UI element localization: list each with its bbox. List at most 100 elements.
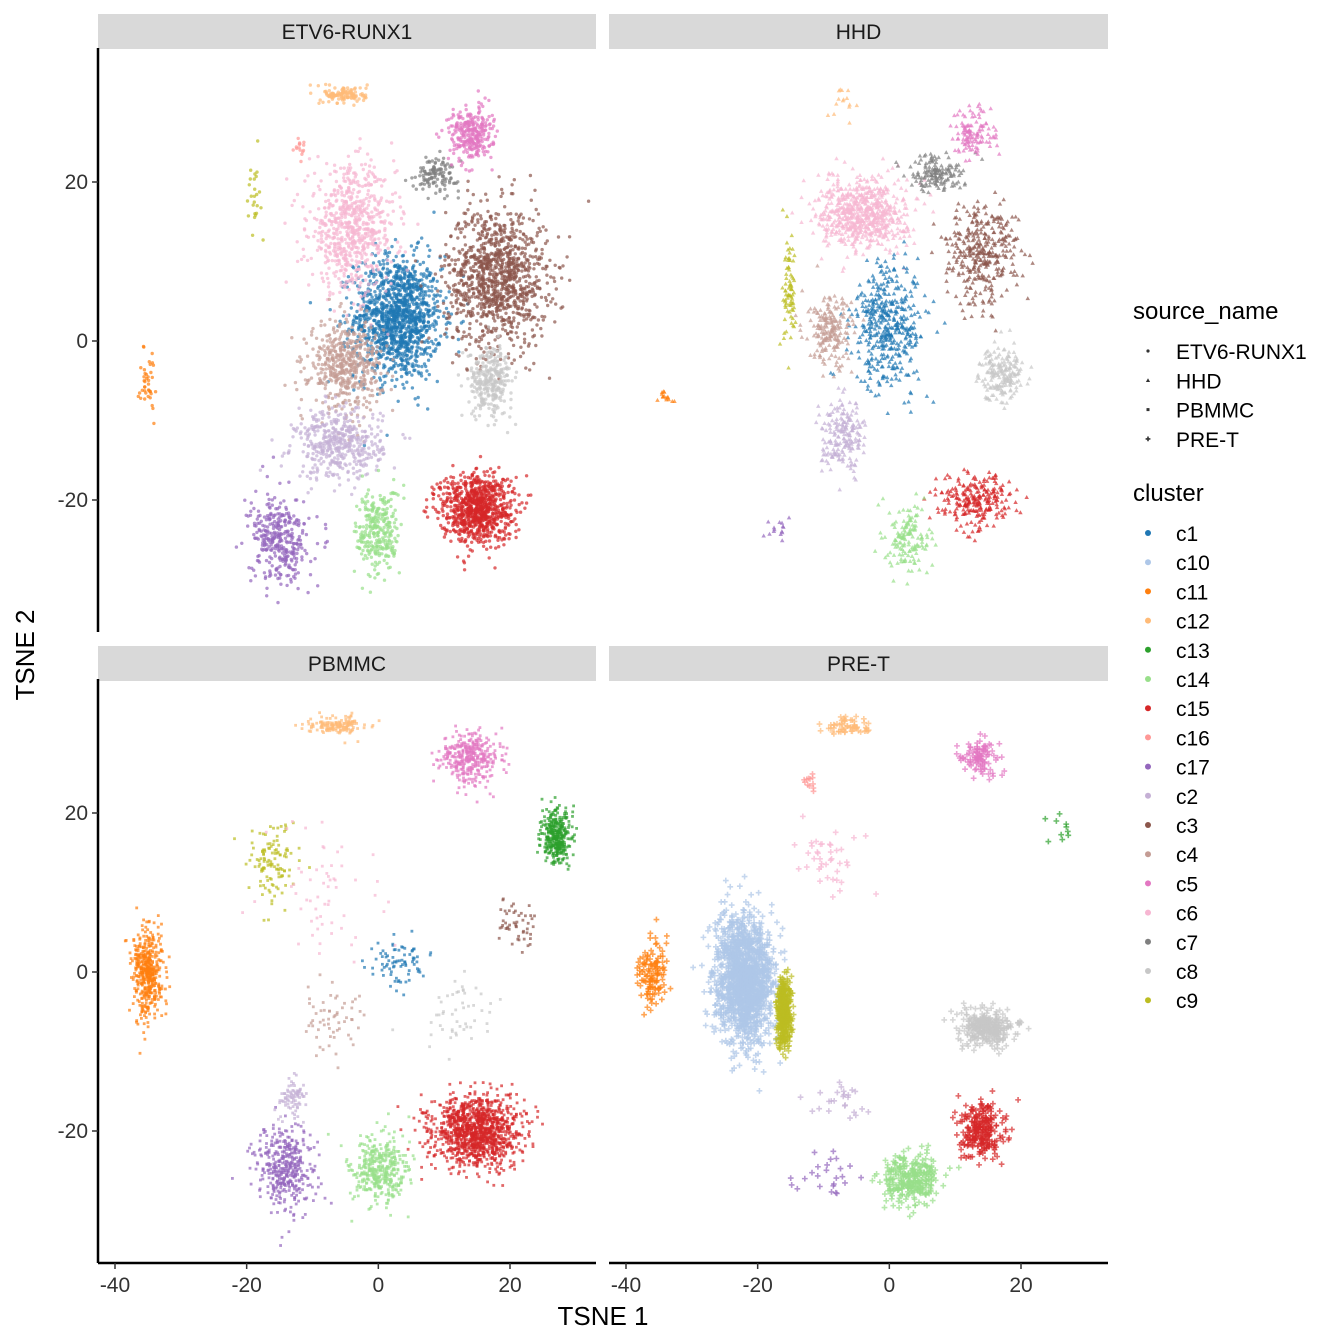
point: [517, 222, 522, 226]
point: [421, 274, 426, 278]
point: [324, 375, 328, 379]
point: [349, 339, 354, 343]
point: [339, 219, 343, 223]
point: [418, 262, 422, 267]
point: [470, 412, 474, 416]
point: [561, 264, 565, 268]
point: [365, 294, 369, 298]
point: [333, 246, 337, 250]
point: [332, 443, 337, 447]
point: [344, 317, 348, 321]
point: [535, 234, 539, 238]
point: [389, 387, 393, 392]
point: [445, 335, 449, 339]
point: [490, 113, 494, 118]
point: [397, 334, 401, 339]
point: [342, 97, 346, 102]
point: [340, 264, 344, 269]
point: [364, 252, 368, 257]
point: [540, 334, 544, 338]
point: [412, 276, 416, 280]
point: [369, 381, 374, 386]
point: [421, 187, 425, 191]
point: [345, 86, 350, 90]
point: [407, 305, 411, 309]
point: [483, 128, 488, 132]
point: [522, 254, 527, 259]
point: [375, 399, 379, 404]
point: [491, 326, 496, 331]
point: [416, 403, 420, 407]
point: [348, 418, 352, 423]
point: [459, 310, 463, 314]
point: [524, 308, 528, 312]
point: [440, 174, 445, 179]
point: [305, 354, 310, 358]
point: [394, 342, 398, 346]
point: [522, 318, 526, 322]
point: [419, 315, 423, 319]
point: [404, 314, 408, 318]
point: [515, 295, 520, 300]
point: [347, 398, 351, 403]
point: [346, 449, 350, 454]
point: [405, 292, 409, 297]
point: [349, 254, 353, 258]
point: [414, 325, 418, 330]
point: [531, 335, 535, 339]
point: [369, 183, 373, 187]
point: [520, 306, 524, 310]
point: [408, 339, 412, 344]
point: [283, 383, 287, 387]
point: [471, 292, 476, 296]
point: [453, 181, 457, 185]
point: [360, 210, 364, 215]
point: [318, 381, 322, 385]
point: [537, 257, 542, 261]
point: [365, 472, 370, 476]
point: [517, 312, 522, 316]
point: [352, 388, 356, 392]
point: [349, 355, 354, 359]
point: [334, 337, 338, 341]
point: [328, 290, 332, 294]
point: [310, 424, 314, 428]
point: [327, 366, 332, 371]
point: [313, 366, 318, 370]
point: [439, 497, 443, 501]
point: [361, 167, 365, 172]
point: [404, 340, 408, 344]
point: [410, 176, 414, 180]
point: [280, 454, 285, 458]
point: [379, 349, 383, 353]
point: [501, 252, 506, 256]
point: [414, 319, 418, 323]
point: [342, 420, 347, 424]
point: [320, 276, 325, 280]
point: [326, 363, 331, 367]
point: [402, 386, 406, 390]
point: [547, 376, 552, 380]
point: [486, 330, 490, 334]
point: [490, 126, 494, 131]
point: [536, 318, 541, 322]
point: [354, 362, 359, 367]
point: [436, 315, 441, 319]
point: [424, 290, 428, 294]
point: [393, 191, 398, 195]
cluster-c15-points: [422, 454, 533, 572]
point: [497, 243, 501, 247]
point: [543, 267, 548, 271]
point: [326, 245, 331, 250]
point: [489, 217, 494, 222]
point: [438, 294, 442, 298]
point: [319, 237, 323, 241]
point: [478, 335, 482, 339]
point: [433, 272, 438, 276]
point: [479, 346, 483, 351]
point: [426, 285, 430, 289]
point: [515, 263, 520, 268]
point: [421, 327, 425, 331]
point: [547, 292, 551, 297]
point: [543, 295, 548, 300]
